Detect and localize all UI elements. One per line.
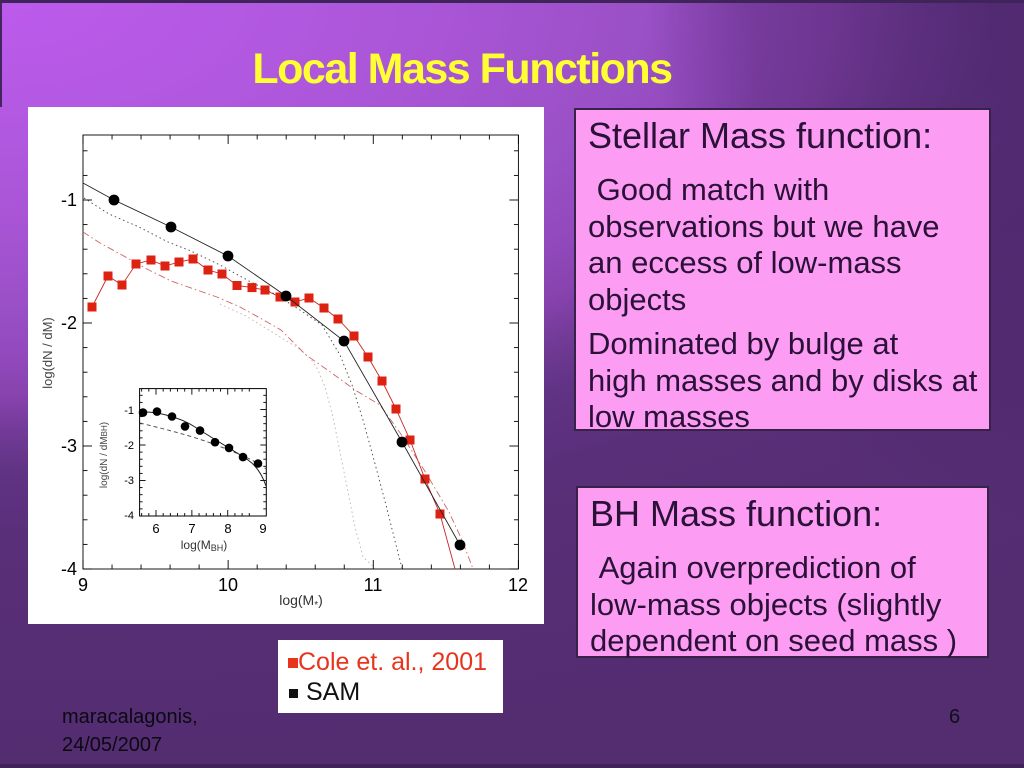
svg-text:log(dN / dMBH): log(dN / dMBH) — [99, 422, 110, 488]
svg-text:9: 9 — [259, 521, 266, 536]
svg-text:-3: -3 — [61, 436, 77, 456]
svg-text:10: 10 — [218, 575, 238, 595]
svg-text:12: 12 — [508, 575, 528, 595]
svg-text:-2: -2 — [124, 440, 134, 452]
svg-text:log(M*): log(M*) — [279, 592, 323, 611]
svg-text:8: 8 — [224, 521, 231, 536]
svg-text:9: 9 — [78, 575, 88, 595]
svg-text:6: 6 — [152, 521, 159, 536]
svg-text:7: 7 — [188, 521, 195, 536]
svg-text:-1: -1 — [61, 190, 77, 210]
svg-text:log(dN / dM): log(dN / dM) — [40, 317, 55, 389]
svg-text:-2: -2 — [61, 313, 77, 333]
svg-text:-1: -1 — [124, 405, 134, 417]
svg-text:-4: -4 — [124, 510, 134, 522]
svg-text:11: 11 — [364, 575, 383, 595]
svg-text:log(MBH): log(MBH) — [181, 538, 228, 553]
svg-text:-4: -4 — [61, 559, 77, 579]
svg-text:-3: -3 — [124, 475, 134, 487]
